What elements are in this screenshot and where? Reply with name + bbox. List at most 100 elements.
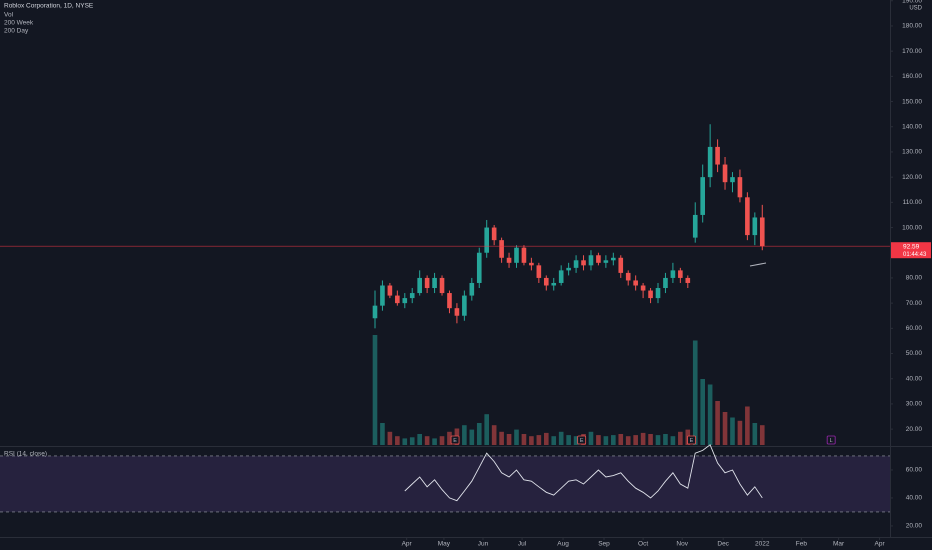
candle-body: [551, 282, 557, 286]
volume-bar: [640, 432, 646, 445]
event-marker-box: [826, 435, 836, 445]
candle-body: [432, 277, 437, 289]
y-tick-label: 140.00: [902, 123, 922, 130]
candle-body: [625, 272, 631, 281]
candle-body: [462, 295, 467, 316]
countdown-label: 01:44:43: [903, 252, 927, 258]
event-marker: E: [577, 435, 587, 445]
y-tick-label: 150.00: [902, 98, 922, 105]
event-marker-box: [450, 435, 460, 445]
volume-bar: [730, 417, 735, 445]
candle-body: [752, 217, 758, 236]
x-tick-label: Apr: [402, 541, 413, 548]
x-tick-label: Mar: [833, 541, 845, 548]
x-tick-label: Sep: [598, 541, 610, 548]
rsi-y-tick-label: 60.00: [906, 467, 923, 474]
candle-body: [454, 308, 460, 316]
volume-bar: [409, 437, 415, 445]
volume-bar: [484, 414, 490, 445]
y-tick-label: 60.00: [906, 325, 923, 332]
y-tick-label: 170.00: [902, 48, 922, 55]
y-tick-label: 160.00: [902, 73, 922, 80]
rsi-title[interactable]: RSI (14, close): [4, 451, 47, 458]
event-marker-label: E: [580, 438, 584, 444]
candle-body: [715, 146, 720, 165]
volume-bar: [521, 434, 527, 445]
y-tick-label: 110.00: [903, 199, 923, 206]
y-tick-label: 120.00: [902, 174, 922, 181]
candle-body: [380, 285, 385, 306]
volume-bar: [476, 423, 482, 445]
candle-body: [692, 214, 698, 238]
candle-body: [640, 285, 646, 291]
x-tick-label: Dec: [717, 541, 729, 548]
volume-bar: [737, 420, 743, 445]
volume-bar: [715, 401, 720, 445]
candle-body: [678, 270, 683, 278]
volume-bar: [469, 429, 475, 445]
legend-item[interactable]: 200 Day: [4, 28, 29, 35]
volume-bar: [417, 434, 422, 445]
volume-bar: [499, 431, 504, 445]
volume-bar: [432, 438, 437, 445]
candle-body: [588, 255, 594, 266]
y-tick-label: 130.00: [902, 149, 922, 156]
event-marker-label: E: [453, 438, 457, 444]
last-price-label: 92.59: [903, 243, 920, 250]
candle-body: [543, 277, 549, 286]
rsi-y-tick-label: 20.00: [906, 523, 923, 530]
candle-body: [447, 293, 452, 309]
event-marker-label: L: [830, 438, 833, 444]
event-marker-label: E: [690, 438, 694, 444]
x-tick-label: May: [438, 541, 451, 548]
volume-bar: [670, 436, 676, 445]
volume-bar: [566, 435, 571, 445]
event-marker: L: [826, 435, 836, 445]
rsi-band: [0, 455, 890, 512]
symbol-title: Roblox Corporation, 1D, NYSE: [4, 3, 94, 10]
volume-bar: [722, 412, 728, 445]
volume-bar: [424, 436, 430, 445]
candle-body: [759, 217, 765, 247]
volume-bar: [402, 438, 408, 445]
volume-bar: [514, 429, 519, 445]
volume-bar: [395, 436, 400, 445]
candle-body: [439, 277, 445, 294]
volume-bar: [573, 436, 579, 445]
y-tick-label: 30.00: [906, 401, 923, 408]
volume-bar: [648, 434, 653, 445]
x-tick-label: 2022: [755, 541, 770, 548]
candle-body: [491, 227, 497, 241]
legend-item[interactable]: Vol: [4, 12, 14, 19]
candle-body: [476, 252, 482, 283]
candle-body: [611, 257, 616, 261]
volume-bar: [611, 435, 616, 445]
volume-bar: [551, 436, 557, 445]
legend-item[interactable]: 200 Week: [4, 20, 34, 27]
y-tick-label: 40.00: [906, 375, 923, 382]
candle-body: [506, 257, 512, 263]
candle-body: [655, 288, 661, 299]
volume-bar: [372, 335, 378, 445]
candle-body: [685, 277, 691, 283]
candle-body: [707, 146, 713, 178]
event-marker: E: [687, 435, 696, 445]
volume-bar: [380, 423, 385, 445]
y-tick-label: 100.00: [902, 224, 922, 231]
volume-bar: [655, 435, 661, 445]
volume-bar: [700, 379, 705, 445]
candle-body: [521, 247, 527, 263]
currency-label: USD: [909, 6, 922, 12]
y-tick-label: 80.00: [906, 275, 923, 282]
volume-bar: [447, 431, 452, 445]
volume-bar: [596, 435, 601, 445]
y-tick-label: 70.00: [906, 300, 923, 307]
candle-body: [514, 247, 519, 263]
volume-bar: [625, 436, 631, 445]
volume-bar: [506, 434, 512, 445]
volume-bar: [678, 431, 683, 445]
volume-bar: [462, 425, 467, 445]
x-tick-label: Apr: [875, 541, 886, 548]
candle-body: [536, 265, 542, 278]
